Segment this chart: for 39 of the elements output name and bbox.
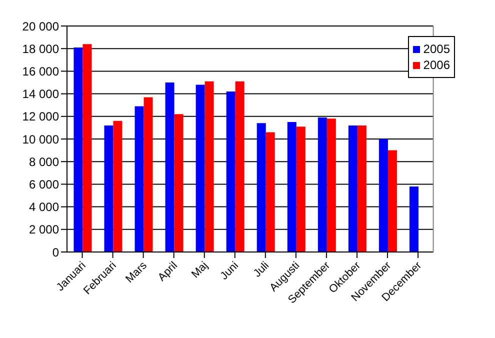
x-tick-label: Juli	[251, 260, 272, 280]
bar	[256, 123, 266, 252]
y-tick-label: 8 000	[28, 154, 60, 169]
bar	[409, 186, 418, 252]
bar	[296, 126, 306, 252]
bar	[235, 81, 244, 252]
bar	[74, 47, 83, 252]
y-tick-label: 18 000	[22, 42, 60, 56]
y-tick-label: 4 000	[28, 200, 60, 214]
bar	[204, 81, 214, 252]
y-tick-label: 0	[52, 245, 60, 260]
bar	[318, 118, 327, 252]
y-tick-label: 2 000	[28, 222, 60, 237]
bar	[357, 125, 366, 252]
legend-label: 2006	[423, 58, 450, 72]
y-tick-label: 16 000	[22, 64, 60, 78]
x-tick-label: Juni	[218, 260, 242, 282]
y-tick-label: 14 000	[22, 87, 60, 102]
bar	[174, 114, 184, 252]
bar	[287, 122, 296, 252]
y-tick-label: 20 000	[22, 19, 60, 34]
legend-label: 2005	[423, 42, 450, 56]
bar	[113, 120, 122, 252]
bar	[378, 139, 388, 252]
bar	[326, 118, 336, 252]
y-tick-label: 6 000	[28, 177, 60, 192]
bar	[348, 125, 358, 252]
bar	[104, 125, 114, 252]
bar	[388, 150, 397, 252]
y-tick-label: 10 000	[22, 132, 60, 146]
y-tick-label: 12 000	[22, 110, 60, 124]
bar	[134, 106, 144, 252]
bar	[266, 132, 275, 252]
bar	[226, 92, 236, 252]
bar	[165, 82, 174, 252]
x-tick-label: Maj	[189, 260, 210, 281]
bar	[196, 84, 205, 252]
bar	[82, 44, 92, 252]
bar	[144, 97, 153, 252]
